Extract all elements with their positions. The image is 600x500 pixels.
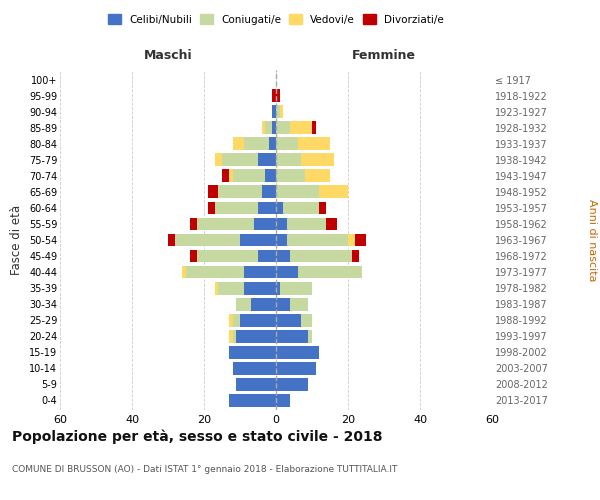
Bar xyxy=(208,186,218,198)
Bar xyxy=(276,106,280,118)
Bar xyxy=(280,282,312,294)
Bar xyxy=(265,170,276,182)
Bar xyxy=(355,234,366,246)
Bar xyxy=(258,250,276,262)
Bar xyxy=(276,378,308,391)
Bar xyxy=(287,218,326,230)
Bar xyxy=(233,362,276,374)
Bar xyxy=(298,138,330,150)
Bar xyxy=(287,234,348,246)
Bar xyxy=(319,186,348,198)
Bar xyxy=(276,314,301,326)
Bar xyxy=(197,250,258,262)
Bar xyxy=(233,330,236,342)
Bar xyxy=(236,298,251,310)
Bar xyxy=(305,170,330,182)
Bar xyxy=(233,314,240,326)
Bar xyxy=(262,122,265,134)
Bar xyxy=(197,218,254,230)
Bar xyxy=(218,282,244,294)
Bar xyxy=(276,202,283,214)
Bar xyxy=(222,170,229,182)
Bar xyxy=(222,154,258,166)
Bar xyxy=(229,170,233,182)
Bar xyxy=(276,394,290,407)
Bar xyxy=(276,282,280,294)
Bar xyxy=(301,154,334,166)
Bar xyxy=(290,298,308,310)
Bar xyxy=(233,170,265,182)
Bar xyxy=(236,378,276,391)
Bar xyxy=(240,234,276,246)
Bar xyxy=(215,154,222,166)
Bar xyxy=(269,138,276,150)
Bar xyxy=(301,314,312,326)
Bar xyxy=(326,218,337,230)
Bar xyxy=(298,266,362,278)
Bar xyxy=(244,266,276,278)
Bar xyxy=(190,250,197,262)
Bar xyxy=(276,122,290,134)
Bar xyxy=(280,106,283,118)
Bar xyxy=(276,346,319,358)
Y-axis label: Fasce di età: Fasce di età xyxy=(10,205,23,275)
Bar xyxy=(276,186,319,198)
Bar xyxy=(348,234,355,246)
Text: Femmine: Femmine xyxy=(352,49,416,62)
Bar xyxy=(265,122,272,134)
Bar xyxy=(276,234,287,246)
Bar xyxy=(190,218,197,230)
Bar xyxy=(308,330,312,342)
Bar xyxy=(319,202,326,214)
Bar xyxy=(352,250,359,262)
Bar xyxy=(276,170,305,182)
Bar xyxy=(272,122,276,134)
Bar xyxy=(215,202,258,214)
Bar xyxy=(283,202,319,214)
Bar xyxy=(276,330,308,342)
Bar xyxy=(233,138,244,150)
Bar xyxy=(215,282,218,294)
Bar xyxy=(276,250,290,262)
Bar xyxy=(254,218,276,230)
Bar xyxy=(186,266,244,278)
Bar xyxy=(175,234,240,246)
Bar xyxy=(276,138,298,150)
Bar xyxy=(272,89,276,102)
Text: COMUNE DI BRUSSON (AO) - Dati ISTAT 1° gennaio 2018 - Elaborazione TUTTITALIA.IT: COMUNE DI BRUSSON (AO) - Dati ISTAT 1° g… xyxy=(12,465,397,474)
Bar xyxy=(218,186,262,198)
Bar xyxy=(276,89,280,102)
Bar xyxy=(276,298,290,310)
Bar xyxy=(276,266,298,278)
Bar xyxy=(168,234,175,246)
Bar xyxy=(290,250,352,262)
Bar xyxy=(236,330,276,342)
Bar xyxy=(262,186,276,198)
Bar xyxy=(272,106,276,118)
Bar xyxy=(244,138,269,150)
Text: Anni di nascita: Anni di nascita xyxy=(587,198,597,281)
Bar xyxy=(276,154,301,166)
Bar xyxy=(208,202,215,214)
Bar xyxy=(240,314,276,326)
Bar xyxy=(182,266,186,278)
Bar xyxy=(276,362,316,374)
Bar xyxy=(312,122,316,134)
Bar xyxy=(258,202,276,214)
Bar xyxy=(229,394,276,407)
Bar xyxy=(276,218,287,230)
Bar xyxy=(258,154,276,166)
Text: Popolazione per età, sesso e stato civile - 2018: Popolazione per età, sesso e stato civil… xyxy=(12,430,383,444)
Bar xyxy=(290,122,312,134)
Bar xyxy=(229,346,276,358)
Text: Maschi: Maschi xyxy=(143,49,193,62)
Bar xyxy=(229,330,233,342)
Bar xyxy=(251,298,276,310)
Bar xyxy=(244,282,276,294)
Legend: Celibi/Nubili, Coniugati/e, Vedovi/e, Divorziati/e: Celibi/Nubili, Coniugati/e, Vedovi/e, Di… xyxy=(104,10,448,29)
Bar xyxy=(229,314,233,326)
